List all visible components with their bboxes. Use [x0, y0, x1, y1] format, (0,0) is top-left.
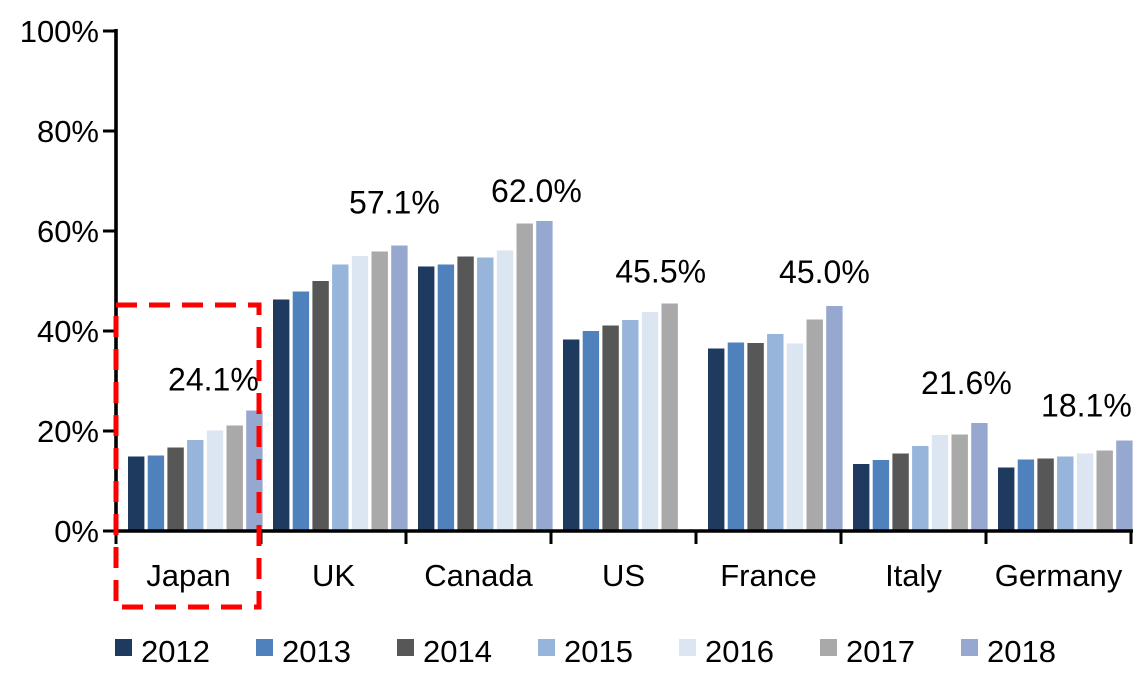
bar-Italy-2016 — [931, 435, 949, 531]
bar-Italy-2014 — [892, 453, 909, 531]
y-tick-label: 0% — [54, 514, 99, 549]
legend-swatch — [115, 639, 132, 656]
x-category-label: UK — [312, 558, 355, 593]
bar-Japan-2012 — [128, 456, 145, 531]
x-category-label: US — [602, 558, 645, 593]
legend-label: 2012 — [141, 634, 210, 669]
bar-US-2016 — [641, 312, 659, 531]
bar-US-2017 — [661, 303, 678, 531]
legend-label: 2017 — [846, 634, 915, 669]
bar-Germany-2017 — [1096, 450, 1113, 531]
legend-item-2013: 2013 — [256, 634, 351, 669]
bar-US-2012 — [563, 339, 580, 531]
bar-Japan-2016 — [206, 430, 224, 531]
bar-Canada-2013 — [437, 264, 455, 531]
legend-label: 2015 — [564, 634, 633, 669]
data-label: 21.6% — [921, 365, 1012, 401]
bar-US-2014 — [602, 325, 619, 531]
bar-Italy-2013 — [872, 460, 890, 531]
x-category-label: Italy — [885, 558, 942, 593]
data-label: 57.1% — [349, 185, 440, 221]
bar-Canada-2018 — [536, 221, 553, 531]
bar-Germany-2015 — [1057, 456, 1074, 531]
bar-Germany-2016 — [1076, 453, 1094, 531]
bar-Canada-2017 — [516, 223, 533, 531]
bar-Canada-2014 — [457, 256, 474, 531]
y-tick-label: 40% — [37, 314, 99, 349]
bar-Japan-2015 — [187, 440, 204, 531]
legend-item-2016: 2016 — [679, 634, 774, 669]
bar-UK-2014 — [312, 281, 329, 531]
bar-Italy-2012 — [853, 464, 870, 531]
data-label: 62.0% — [491, 173, 582, 209]
legend-label: 2016 — [705, 634, 774, 669]
legend-swatch — [961, 639, 978, 656]
bar-UK-2016 — [351, 256, 369, 531]
legend-item-2017: 2017 — [820, 634, 915, 669]
bar-France-2017 — [806, 319, 823, 531]
bar-US-2013 — [582, 331, 600, 531]
bar-UK-2012 — [273, 299, 290, 531]
legend-item-2018: 2018 — [961, 634, 1056, 669]
legend-swatch — [679, 639, 696, 656]
bar-Italy-2015 — [912, 446, 929, 531]
bar-UK-2017 — [371, 251, 388, 531]
bar-Canada-2016 — [496, 250, 514, 531]
legend-swatch — [820, 639, 837, 656]
legend-item-2014: 2014 — [397, 634, 492, 669]
x-category-label: France — [720, 558, 816, 593]
bar-Germany-2018 — [1116, 440, 1133, 531]
legend-label: 2014 — [423, 634, 492, 669]
bar-UK-2015 — [332, 264, 349, 531]
x-category-label: Japan — [146, 558, 230, 593]
data-label: 24.1% — [168, 362, 259, 398]
y-tick-label: 60% — [37, 214, 99, 249]
legend-label: 2018 — [987, 634, 1056, 669]
bar-US-2015 — [622, 320, 639, 531]
legend-swatch — [538, 639, 555, 656]
bar-Japan-2013 — [147, 455, 165, 531]
data-label: 18.1% — [1041, 388, 1132, 424]
legend-item-2015: 2015 — [538, 634, 633, 669]
y-tick-label: 100% — [20, 14, 99, 49]
bar-Germany-2013 — [1017, 459, 1035, 531]
data-label: 45.0% — [779, 254, 870, 290]
bar-France-2016 — [786, 343, 804, 531]
bar-Germany-2014 — [1037, 458, 1054, 531]
bar-France-2014 — [747, 343, 764, 531]
bar-Canada-2012 — [418, 266, 435, 531]
legend-swatch — [397, 639, 414, 656]
y-tick-label: 80% — [37, 114, 99, 149]
bar-Japan-2017 — [226, 425, 243, 531]
bar-Japan-2014 — [167, 447, 184, 531]
bar-UK-2018 — [391, 245, 408, 531]
bar-France-2012 — [708, 348, 725, 531]
x-category-label: Germany — [995, 558, 1123, 593]
x-category-label: Canada — [424, 558, 533, 593]
bar-Germany-2012 — [998, 467, 1015, 531]
y-tick-label: 20% — [37, 414, 99, 449]
bar-Italy-2018 — [971, 423, 988, 531]
bar-Canada-2015 — [477, 257, 494, 531]
legend-item-2012: 2012 — [115, 634, 210, 669]
bar-France-2013 — [727, 342, 745, 531]
bar-Italy-2017 — [951, 434, 968, 531]
highlight-box-japan — [113, 302, 262, 610]
bar-France-2018 — [826, 306, 843, 531]
legend-label: 2013 — [282, 634, 351, 669]
bar-UK-2013 — [292, 291, 310, 531]
bar-France-2015 — [767, 334, 784, 531]
legend-swatch — [256, 639, 273, 656]
data-label: 45.5% — [615, 254, 706, 290]
